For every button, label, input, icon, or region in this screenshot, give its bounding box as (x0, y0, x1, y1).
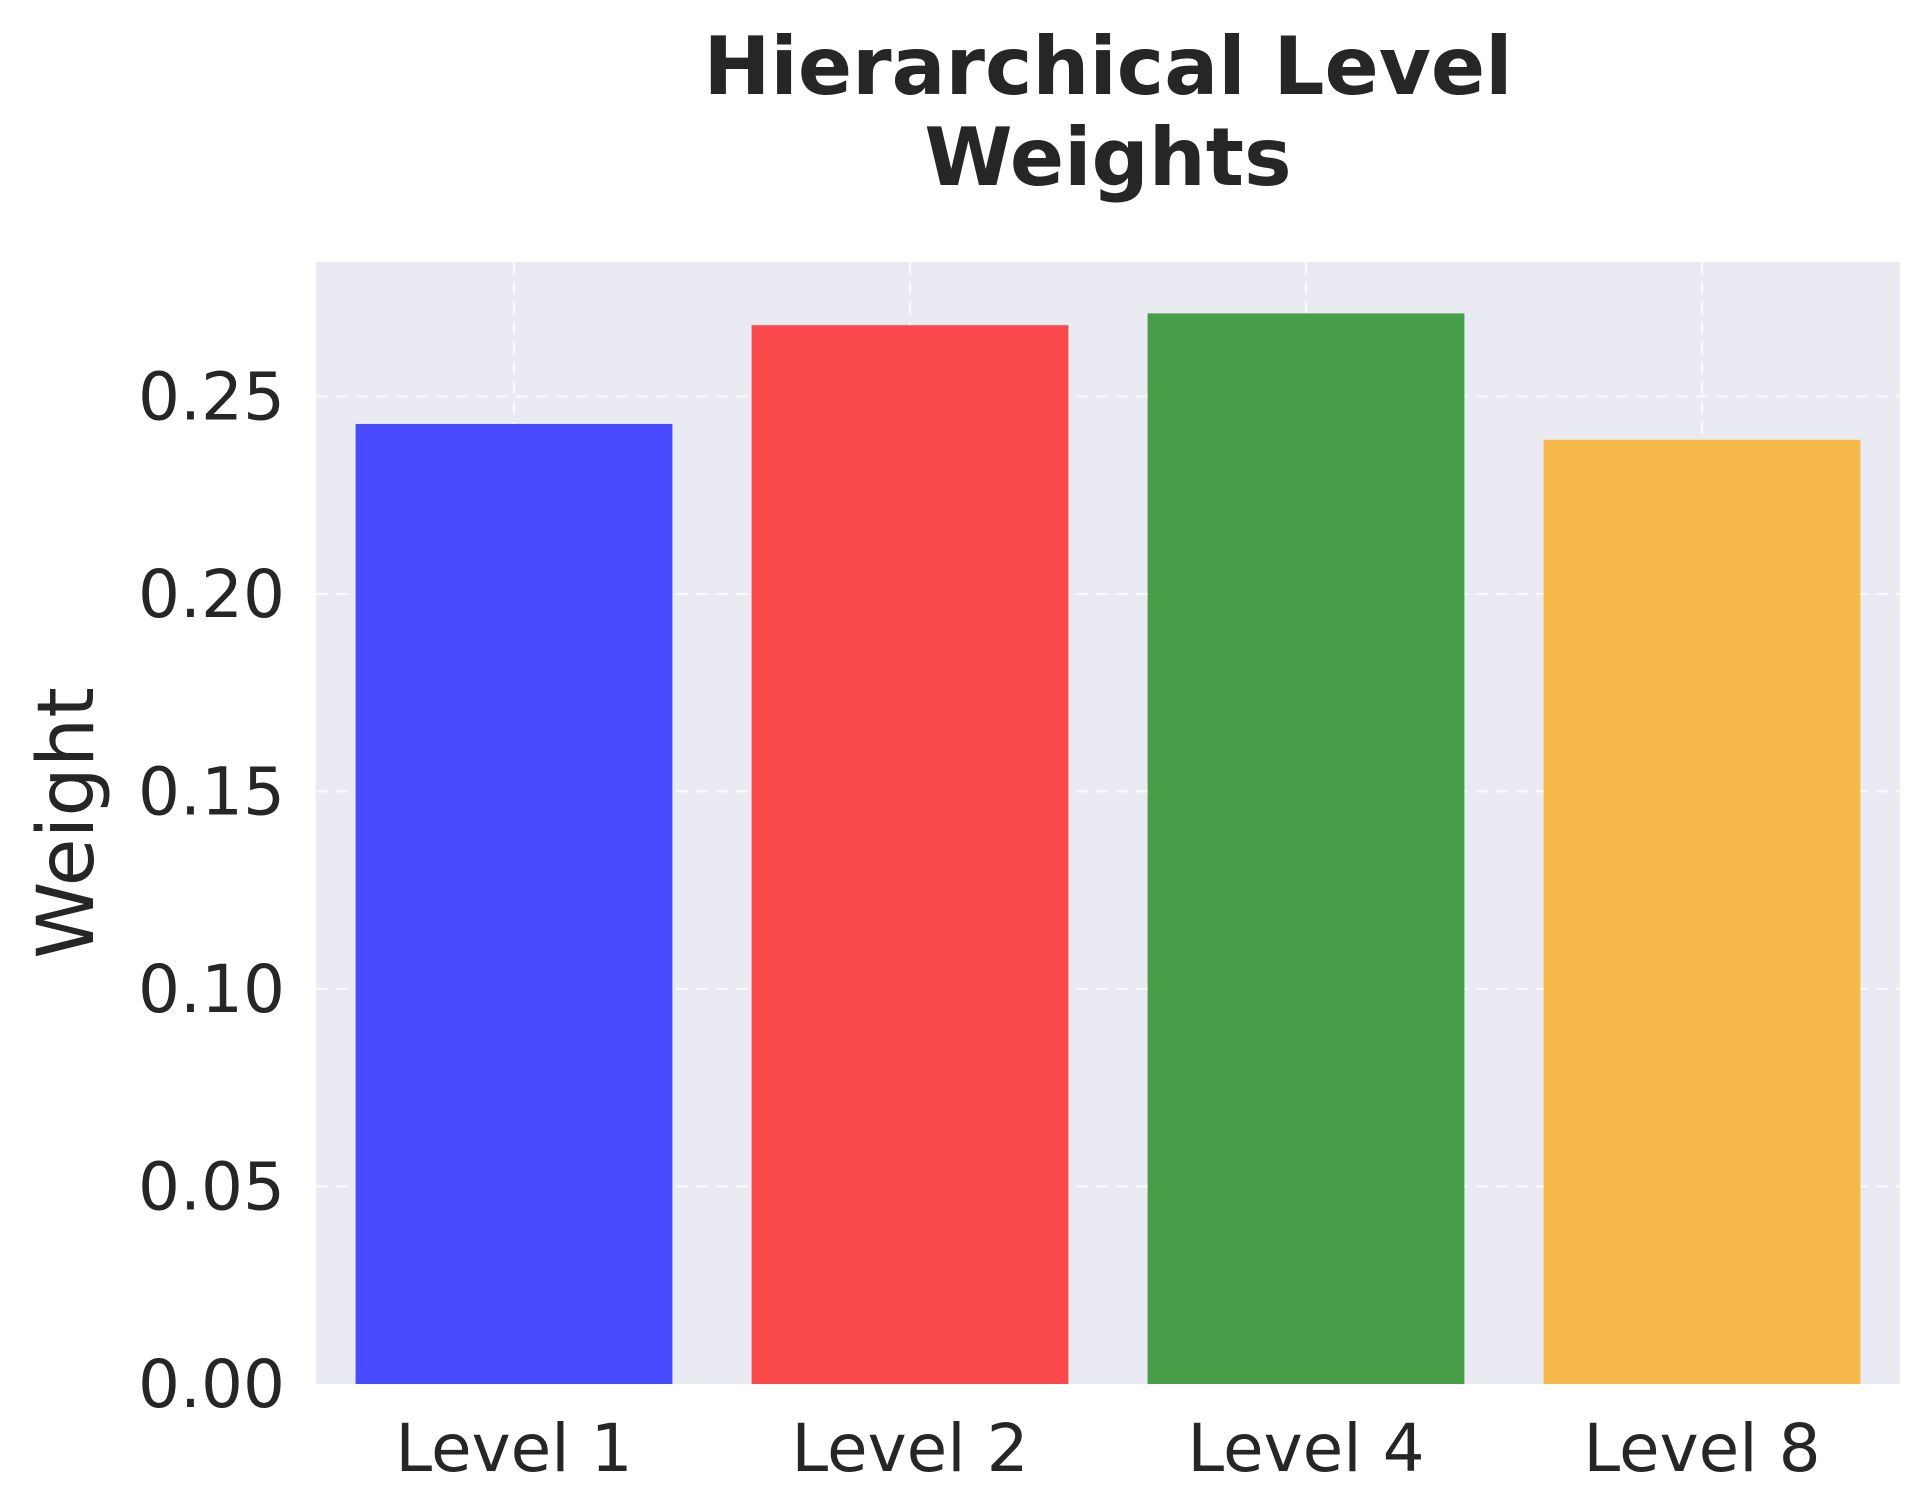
x-axis-ticks: Level 1 Level 2 Level 4 Level 8 (395, 1410, 1820, 1487)
x-tick-label: Level 2 (791, 1410, 1028, 1487)
y-tick-label: 0.25 (138, 358, 285, 435)
chart-title-line-1: Hierarchical Level (703, 20, 1512, 113)
bar-level-2 (751, 325, 1069, 1384)
y-tick-label: 0.20 (138, 556, 285, 633)
chart-title: Hierarchical Level Weights (703, 20, 1512, 204)
y-tick-label: 0.15 (138, 753, 285, 830)
bar-level-1 (355, 423, 673, 1384)
x-tick-label: Level 4 (1187, 1410, 1424, 1487)
y-axis-label: Weight (22, 687, 112, 959)
bars (355, 313, 1861, 1385)
y-tick-label: 0.10 (138, 951, 285, 1028)
y-tick-label: 0.00 (138, 1346, 285, 1423)
x-tick-label: Level 8 (1583, 1410, 1820, 1487)
y-axis-ticks: 0.00 0.05 0.10 0.15 0.20 0.25 (138, 358, 285, 1423)
chart-title-line-2: Weights (924, 111, 1291, 204)
y-tick-label: 0.05 (138, 1148, 285, 1225)
bar-level-4 (1147, 313, 1465, 1385)
bar-level-8 (1543, 439, 1861, 1384)
x-tick-label: Level 1 (395, 1410, 632, 1487)
